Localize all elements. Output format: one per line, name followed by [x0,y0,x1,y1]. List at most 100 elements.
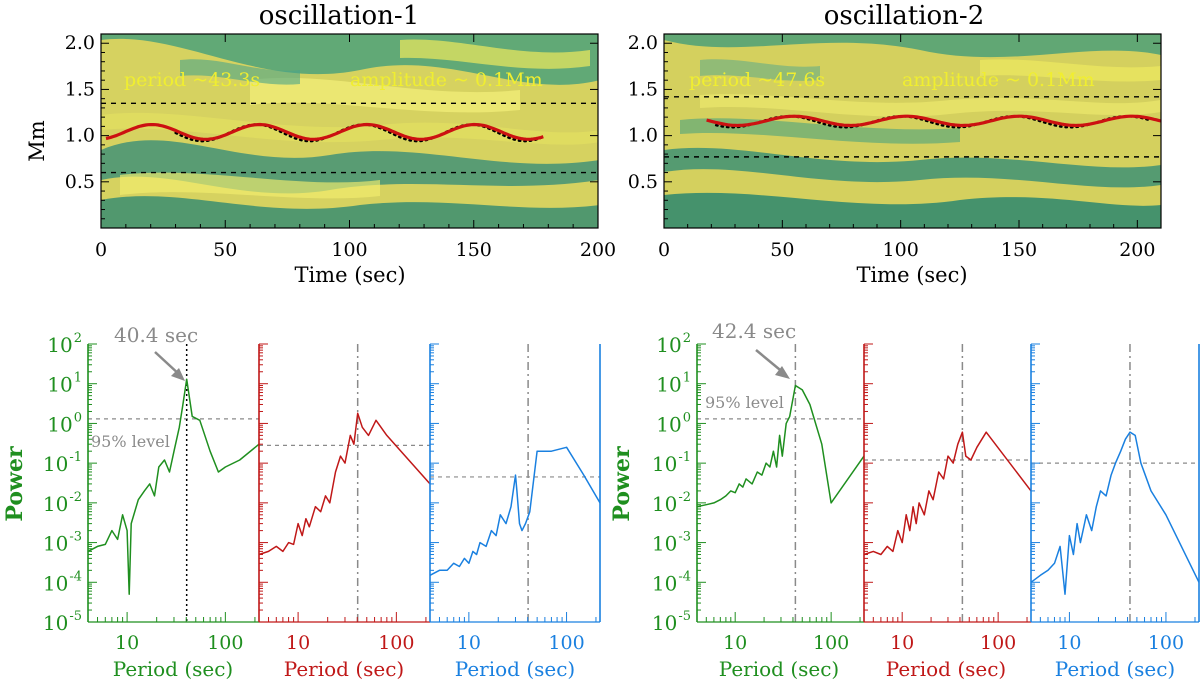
y-tick-label-exponent: -3 [678,530,691,545]
y-tick-label-base: 10 [656,333,681,357]
heatmap-title: oscillation-1 [259,1,420,31]
x-tick-label: 50 [213,239,237,261]
y-tick-label-exponent: -5 [69,609,82,624]
period-annotation: period ~43.3s [124,69,260,91]
spectrum-panel-red: 10 100 [258,343,431,654]
peak-arrow-head [171,368,185,381]
y-tick-label-exponent: 0 [683,410,691,425]
y-tick-label: 2.0 [65,32,95,54]
y-tick-label-exponent: 2 [74,331,82,346]
y-tick-label-base: 10 [652,571,677,595]
y-axis-label: Mm [25,120,49,162]
spectrum-line [429,446,601,576]
x-axis-label-blue: Period (sec) [1055,657,1175,681]
amplitude-annotation: amplitude ~ 0.1Mm [350,69,543,91]
axes: 0 50 100 150 200 0.5 1.0 1.5 2.0 [65,32,616,261]
spectrum-panel-red: 10 100 [863,343,1032,654]
x-tick-label: 0 [658,239,670,261]
y-tick-label-exponent: -4 [678,569,691,584]
x-tick-label: 100 [813,632,849,654]
level-label: 95% level [91,432,170,451]
x-axis-label-green: Period (sec) [113,657,233,681]
spectrum-line [696,384,865,508]
y-tick-label-base: 10 [43,492,68,516]
y-tick-label: 0.5 [628,171,658,193]
y-tick-label-exponent: -2 [69,490,82,505]
x-tick-label: 100 [331,239,367,261]
y-tick-label: 1.5 [628,78,658,100]
power-spectra-oscillation-2: 10 100 10 100 10 100210110010-110-210-310-410… [609,319,1200,681]
heatmap-title: oscillation-2 [824,1,985,31]
x-axis-label-red: Period (sec) [886,657,1006,681]
y-axis-label: Power [2,446,28,522]
x-tick-label: 10 [457,632,481,654]
y-tick-label: 1.0 [628,125,658,147]
heatmap-reference-lines [101,102,598,174]
spectrum-panel-green: 10 100 [87,343,260,654]
level-label: 95% level [705,393,784,412]
x-tick-label: 150 [1001,239,1037,261]
plot-frame [663,33,1162,229]
y-tick-label-base: 10 [652,452,677,476]
y-tick-label-base: 10 [47,412,72,436]
x-axis-label-red: Period (sec) [284,657,404,681]
x-tick-label: 150 [456,239,492,261]
spectrum-line [863,431,1032,556]
x-tick-label: 200 [580,239,616,261]
heatmap-oscillation-1: oscillation-1 period ~43.3s amplitude ~ … [25,1,616,287]
x-tick-label: 100 [548,632,584,654]
y-tick-label-base: 10 [652,492,677,516]
heatmap-background [101,34,598,228]
x-axis-label: Time (sec) [294,263,405,287]
sine-fit-curve [105,122,544,141]
x-tick-label: 100 [1148,632,1184,654]
x-tick-label: 10 [1057,632,1081,654]
y-tick-label-base: 10 [652,611,677,635]
x-tick-label: 10 [723,632,747,654]
heatmap-reference-lines [664,96,1161,158]
y-axis-label: Power [609,446,635,522]
x-axis-label: Time (sec) [856,263,967,287]
spectra-panels: 10 100 10 100 10 100210110010-110-210-310-410… [652,331,1200,654]
y-tick-label-exponent: 0 [74,410,82,425]
y-tick-label: 2.0 [628,32,658,54]
amplitude-annotation: amplitude ~ 0.1Mm [902,69,1095,91]
spectrum-line [87,378,260,595]
x-axis-label-green: Period (sec) [719,657,839,681]
y-tick-label-exponent: -3 [69,530,82,545]
period-annotation: period ~47.6s [689,69,825,91]
x-tick-label: 0 [95,239,107,261]
peak-arrow-head [775,366,790,379]
y-tick-label-base: 10 [656,412,681,436]
spectrum-panel-blue: 10 100 [1030,343,1200,654]
spectrum-panel-blue: 10 100 [429,343,601,654]
y-tick-label-exponent: -5 [678,609,691,624]
y-tick-label-exponent: -1 [69,450,82,465]
x-tick-label: 100 [883,239,919,261]
y-tick-label: 0.5 [65,171,95,193]
y-tick-label-exponent: -2 [678,490,691,505]
y-tick-label-base: 10 [43,532,68,556]
y-tick-label-base: 10 [656,373,681,397]
spectrum-line [1030,431,1200,595]
y-tick-label-base: 10 [43,571,68,595]
y-tick-label-exponent: 1 [74,371,82,386]
y-tick-label-base: 10 [43,611,68,635]
spectra-panels: 10 100 10 100 10 100210110010-110-210-310-410… [43,331,601,654]
x-tick-label: 10 [286,632,310,654]
y-tick-label-exponent: -4 [69,569,82,584]
y-tick-label-exponent: 1 [683,371,691,386]
axes: 0 50 100 150 200 0.5 1.0 1.5 2.0 [628,32,1162,261]
power-spectra-oscillation-1: 10 100 10 100 10 100210110010-110-210-310-410… [2,323,601,681]
x-tick-label: 50 [770,239,794,261]
peak-label: 42.4 sec [712,319,796,343]
y-tick-label-base: 10 [47,373,72,397]
y-tick-label-base: 10 [47,333,72,357]
spectrum-panel-green: 10 100 [696,343,865,654]
y-tick-label-base: 10 [652,532,677,556]
heatmap-background [664,34,1161,228]
heatmap-oscillation-2: oscillation-2 period ~47.6s amplitude ~ … [628,1,1162,287]
spectrum-line [258,412,431,556]
y-tick-label-base: 10 [43,452,68,476]
